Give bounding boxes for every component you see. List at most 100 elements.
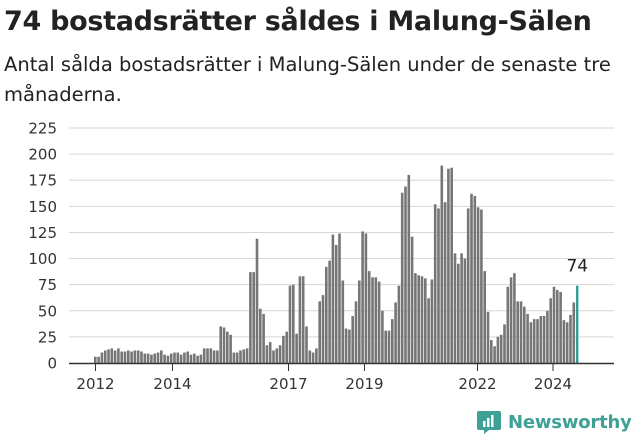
bar <box>344 328 348 363</box>
bar <box>308 350 312 363</box>
bar <box>202 348 206 363</box>
bar <box>450 167 453 363</box>
bar <box>457 263 460 363</box>
bar <box>407 175 411 363</box>
bar <box>130 351 133 363</box>
bar <box>480 209 483 363</box>
bar <box>427 298 430 363</box>
bar <box>143 353 147 363</box>
bar <box>499 334 503 363</box>
bar <box>292 284 295 363</box>
bar <box>470 193 473 363</box>
bar <box>239 350 242 363</box>
bar <box>199 354 203 363</box>
newsworthy-chart-logo-icon <box>477 411 501 434</box>
brand-name: Newsworthy <box>508 411 631 433</box>
bar <box>424 278 427 363</box>
bar <box>367 271 371 363</box>
x-tick-label: 2024 <box>534 375 572 393</box>
bar <box>278 345 282 363</box>
bar <box>209 348 213 363</box>
y-tick-label: 125 <box>28 224 57 242</box>
bar <box>354 301 358 363</box>
bar <box>559 291 562 363</box>
bar <box>298 276 302 363</box>
page-subtitle: Antal sålda bostadsrätter i Malung-Sälen… <box>4 53 611 106</box>
y-tick-label: 75 <box>38 276 57 294</box>
bar <box>351 316 354 363</box>
bar <box>364 233 368 363</box>
bar <box>391 319 394 363</box>
bar <box>262 313 265 363</box>
bar <box>552 286 556 363</box>
bar <box>486 311 490 363</box>
bar <box>242 349 246 363</box>
bar <box>414 273 417 363</box>
bar <box>466 208 470 363</box>
y-tick-label: 200 <box>28 146 57 164</box>
bar <box>285 331 288 363</box>
bar <box>193 353 196 363</box>
bar <box>97 356 100 363</box>
bar <box>496 336 500 363</box>
bar <box>212 350 216 363</box>
bar <box>519 301 523 363</box>
bar <box>150 354 153 363</box>
bar <box>526 313 529 363</box>
bar <box>94 356 97 363</box>
bar <box>374 277 378 363</box>
bar <box>509 277 513 363</box>
y-tick-label: 25 <box>38 328 57 346</box>
highlight-value-label: 74 <box>566 257 588 277</box>
bar <box>222 327 226 363</box>
bar-highlight <box>576 285 579 363</box>
bar <box>259 308 262 363</box>
bar <box>387 330 391 363</box>
bar <box>196 355 199 363</box>
bar <box>400 192 404 363</box>
bar <box>183 352 186 363</box>
bar <box>107 349 110 363</box>
bar <box>265 345 269 363</box>
bar <box>549 298 552 363</box>
bar <box>232 352 236 363</box>
bar <box>166 355 170 363</box>
bar <box>437 208 440 363</box>
bar <box>529 322 533 363</box>
bar <box>219 326 222 363</box>
bar <box>377 281 381 363</box>
x-tick-label: 2014 <box>153 375 191 393</box>
bar <box>176 352 180 363</box>
bar <box>341 280 345 363</box>
y-tick-label: 100 <box>28 250 57 268</box>
bar <box>371 277 374 363</box>
bar <box>315 348 318 363</box>
bar <box>110 348 114 363</box>
bar <box>123 351 127 363</box>
bar <box>546 310 549 363</box>
bar <box>140 351 143 363</box>
bar <box>394 302 397 363</box>
bar <box>536 319 539 363</box>
x-tick-label: 2019 <box>345 375 383 393</box>
y-tick-label: 50 <box>38 302 57 320</box>
bar <box>272 350 275 363</box>
bar <box>288 285 292 363</box>
bar <box>229 334 232 363</box>
bar <box>381 310 384 363</box>
bar <box>404 186 407 363</box>
bar <box>447 168 450 363</box>
bar <box>249 272 252 363</box>
bar <box>235 352 239 363</box>
x-tick-label: 2012 <box>76 375 114 393</box>
bar <box>410 236 414 363</box>
bar <box>430 279 434 363</box>
bar <box>532 319 536 363</box>
bar <box>255 238 259 363</box>
brand-block: Newsworthy <box>476 406 631 438</box>
bar <box>117 348 120 363</box>
bar <box>328 260 331 363</box>
bar <box>556 289 559 363</box>
bar <box>295 333 298 363</box>
bar <box>136 350 140 363</box>
